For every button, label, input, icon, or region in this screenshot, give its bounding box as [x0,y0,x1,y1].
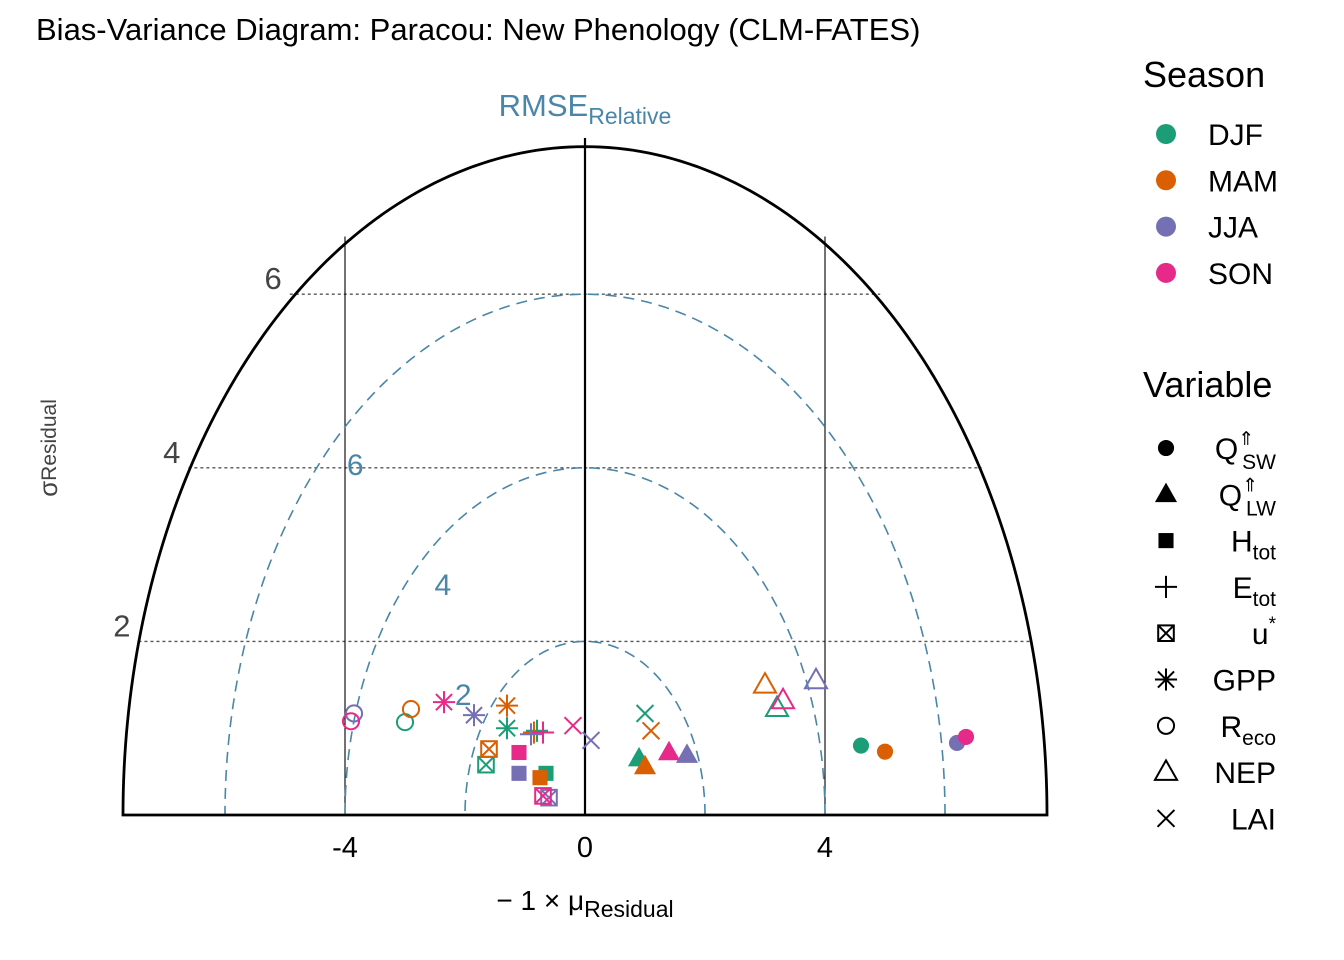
point-mam-lai [641,721,661,740]
point-son-qlw [657,740,681,761]
variable-legend-label-ustar: u* [1252,614,1277,651]
x-tick-label-4: 4 [817,832,833,864]
point-son-htot [511,744,527,761]
season-legend-label-djf: DJF [1208,119,1263,152]
y-tick-label-2: 2 [113,608,130,643]
rmse-arc-label-6: 6 [347,449,364,482]
season-legend-key-mam [1156,170,1176,191]
point-djf-lai [635,704,655,723]
variable-legend-key-lai [1156,809,1176,828]
x-axis-label-main: − 1 × μ [496,885,584,916]
point-mam-nep [752,671,778,694]
variable-legend-key-htot [1158,533,1174,549]
y-axis-label: σResidual [33,399,63,497]
rmse-label: RMSERelative [499,88,672,129]
season-legend-key-jja [1156,216,1176,237]
variable-legend-key-qlw [1154,482,1178,503]
variable-legend-label-htot: Htot [1231,526,1276,565]
point-mam-qsw [876,743,894,760]
variable-legend-label-reco: Reco [1220,711,1276,750]
x-tick-label-0: 0 [577,832,593,864]
x-axis-label: − 1 × μResidual [496,885,673,922]
point-son-etot [531,721,555,744]
season-legend-label-son: SON [1208,258,1273,291]
variable-legend-key-nep [1153,758,1179,781]
point-son-ustar [534,787,552,805]
variable-legend-key-etot [1154,575,1178,598]
point-son-lai [563,716,583,735]
variable-legend-key-ustar [1157,624,1175,643]
point-mam-gpp [495,694,519,717]
variable-legend-label-etot: Etot [1233,572,1277,611]
point-son-gpp [432,691,456,714]
variable-legend-label-gpp: GPP [1213,665,1276,698]
rmse-label-main: RMSE [499,88,589,123]
point-jja-nep [803,666,829,690]
season-legend-label-mam: MAM [1208,165,1278,198]
point-jja-lai [581,731,601,750]
x-tick-label--4: -4 [332,832,358,864]
point-djf-nep [764,694,790,718]
y-axis-label-main: σ [33,481,63,497]
point-son-nep [770,686,796,710]
season-legend-key-djf [1156,124,1176,144]
rmse-arc-label-4: 4 [434,569,451,602]
x-axis-label-sub: Residual [584,896,674,922]
point-djf-ustar [477,755,495,774]
variable-legend-label-lai: LAI [1231,803,1276,836]
point-mam-reco [401,700,421,719]
point-djf-etot [525,719,549,742]
rmse-label-sub: Relative [588,103,671,129]
point-jja-reco [344,704,364,723]
season-legend-title: Season [1143,54,1265,95]
point-mam-ustar [480,740,498,758]
variable-legend-key-qsw [1157,439,1175,457]
point-jja-qlw [675,743,699,763]
plot-panel: 2 4 6 -4 0 4 2 4 6 [113,137,1049,864]
variable-legend-label-qsw: Q⇑ SW [1215,429,1276,474]
season-legend-key-son [1156,262,1176,283]
variable-legend-key-gpp [1154,668,1178,691]
outer-envelope [121,145,1049,817]
variable-legend-label-nep: NEP [1214,757,1276,790]
point-jja-etot [519,723,543,746]
point-djf-gpp [495,717,519,740]
point-jja-htot [511,765,527,781]
point-son-reco [341,712,361,731]
y-tick-label-4: 4 [163,435,180,470]
season-legend-label-jja: JJA [1208,212,1258,245]
y-axis-label-sub: Residual [38,399,61,481]
y-tick-label-6: 6 [265,261,282,296]
data-points [341,666,975,807]
point-mam-htot [532,770,548,786]
point-jja-gpp [462,704,486,727]
point-mam-qlw [633,754,657,775]
season-legend: Season DJF MAM JJA SON [1143,54,1278,291]
variable-legend-label-qlw: Q⇑ LW [1219,475,1276,520]
point-son-qsw [957,728,975,745]
rmse-arc-label-2: 2 [455,679,472,712]
variable-legend-key-reco [1156,716,1176,735]
variable-legend-title: Variable [1143,364,1272,405]
chart-title: Bias-Variance Diagram: Paracou: New Phen… [36,12,920,47]
point-djf-qsw [852,737,870,754]
